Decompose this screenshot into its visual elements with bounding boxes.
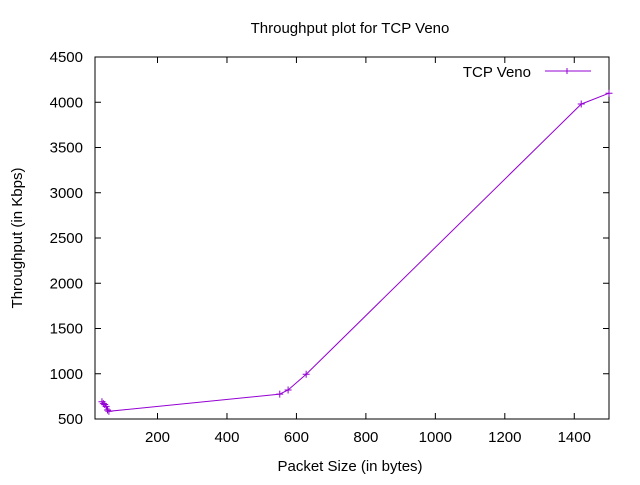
legend-label: TCP Veno — [463, 64, 531, 81]
data-point-marker — [276, 390, 284, 398]
y-tick-label: 4500 — [50, 49, 83, 66]
legend: TCP Veno — [463, 64, 591, 81]
data-point-marker — [105, 407, 113, 415]
y-tick-label: 1000 — [50, 366, 83, 383]
plot-area-frame — [94, 56, 610, 420]
legend-marker — [564, 68, 570, 74]
y-tick-label: 500 — [58, 411, 83, 428]
data-point-marker — [605, 89, 613, 97]
x-tick-label: 1400 — [558, 429, 591, 446]
x-tick-label: 400 — [214, 429, 239, 446]
data-point-marker — [101, 401, 109, 409]
y-tick-label: 2000 — [50, 275, 83, 292]
axis-ticks — [95, 56, 609, 420]
data-point-marker — [302, 370, 310, 378]
y-axis-label: Throughput (in Kbps) — [9, 168, 26, 309]
x-tick-label: 200 — [145, 429, 170, 446]
series-layer — [98, 89, 613, 415]
chart-title: Throughput plot for TCP Veno — [251, 20, 450, 37]
x-tick-label: 1200 — [488, 429, 521, 446]
x-tick-label: 1000 — [419, 429, 452, 446]
y-tick-label: 2500 — [50, 230, 83, 247]
data-point-marker — [102, 402, 110, 410]
y-tick-label: 4000 — [50, 94, 83, 111]
y-tick-label: 3000 — [50, 185, 83, 202]
y-tick-label: 1500 — [50, 321, 83, 338]
data-point-marker — [284, 386, 292, 394]
series-line — [101, 92, 610, 412]
x-axis-label: Packet Size (in bytes) — [277, 458, 422, 475]
x-tick-label: 600 — [284, 429, 309, 446]
x-tick-label: 800 — [353, 429, 378, 446]
data-point-marker — [577, 100, 585, 108]
data-point-marker — [104, 406, 112, 414]
y-tick-label: 3500 — [50, 140, 83, 157]
axis-tick-labels: 200 400 600 800 1000 1200 1400 500 1000 1500 2000 2… — [50, 49, 591, 446]
